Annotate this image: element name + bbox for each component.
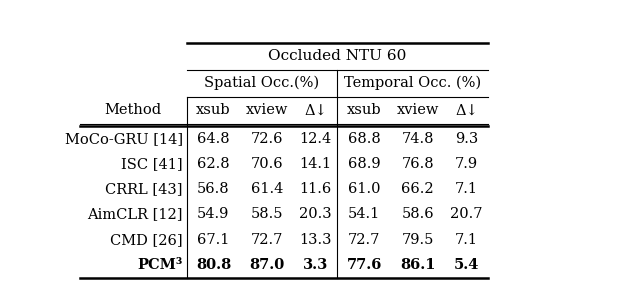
Text: 58.6: 58.6: [401, 207, 434, 222]
Text: AimCLR [12]: AimCLR [12]: [87, 207, 182, 222]
Text: 7.1: 7.1: [455, 182, 478, 196]
Text: xview: xview: [246, 103, 288, 118]
Text: 86.1: 86.1: [400, 258, 436, 272]
Text: 74.8: 74.8: [401, 132, 434, 146]
Text: 13.3: 13.3: [300, 233, 332, 247]
Text: Spatial Occ.(%): Spatial Occ.(%): [204, 76, 319, 91]
Text: 72.7: 72.7: [348, 233, 380, 247]
Text: PCM³: PCM³: [138, 258, 182, 272]
Text: 7.1: 7.1: [455, 233, 478, 247]
Text: 14.1: 14.1: [300, 157, 332, 171]
Text: 62.8: 62.8: [197, 157, 230, 171]
Text: 77.6: 77.6: [346, 258, 382, 272]
Text: xview: xview: [397, 103, 439, 118]
Text: 67.1: 67.1: [197, 233, 230, 247]
Text: Δ↓: Δ↓: [304, 103, 327, 118]
Text: 72.6: 72.6: [251, 132, 284, 146]
Text: 87.0: 87.0: [250, 258, 285, 272]
Text: 70.6: 70.6: [251, 157, 284, 171]
Text: 61.0: 61.0: [348, 182, 380, 196]
Text: 66.2: 66.2: [401, 182, 434, 196]
Text: Temporal Occ. (%): Temporal Occ. (%): [344, 76, 481, 91]
Text: 54.1: 54.1: [348, 207, 380, 222]
Text: 54.9: 54.9: [197, 207, 230, 222]
Text: Occluded NTU 60: Occluded NTU 60: [268, 49, 406, 63]
Text: CRRL [43]: CRRL [43]: [105, 182, 182, 196]
Text: 68.8: 68.8: [348, 132, 381, 146]
Text: CMD [26]: CMD [26]: [110, 233, 182, 247]
Text: 58.5: 58.5: [251, 207, 284, 222]
Text: 56.8: 56.8: [197, 182, 230, 196]
Text: 61.4: 61.4: [251, 182, 283, 196]
Text: 9.3: 9.3: [455, 132, 478, 146]
Text: xsub: xsub: [347, 103, 381, 118]
Text: 3.3: 3.3: [303, 258, 328, 272]
Text: 20.7: 20.7: [450, 207, 483, 222]
Text: 7.9: 7.9: [455, 157, 478, 171]
Text: 64.8: 64.8: [197, 132, 230, 146]
Text: Δ↓: Δ↓: [455, 103, 478, 118]
Text: ISC [41]: ISC [41]: [121, 157, 182, 171]
Text: Method: Method: [105, 103, 162, 118]
Text: 79.5: 79.5: [401, 233, 434, 247]
Text: 68.9: 68.9: [348, 157, 381, 171]
Text: 11.6: 11.6: [300, 182, 332, 196]
Text: 72.7: 72.7: [251, 233, 283, 247]
Text: 80.8: 80.8: [196, 258, 231, 272]
Text: 20.3: 20.3: [300, 207, 332, 222]
Text: 12.4: 12.4: [300, 132, 332, 146]
Text: MoCo-GRU [14]: MoCo-GRU [14]: [65, 132, 182, 146]
Text: 5.4: 5.4: [454, 258, 479, 272]
Text: xsub: xsub: [196, 103, 231, 118]
Text: 76.8: 76.8: [401, 157, 434, 171]
